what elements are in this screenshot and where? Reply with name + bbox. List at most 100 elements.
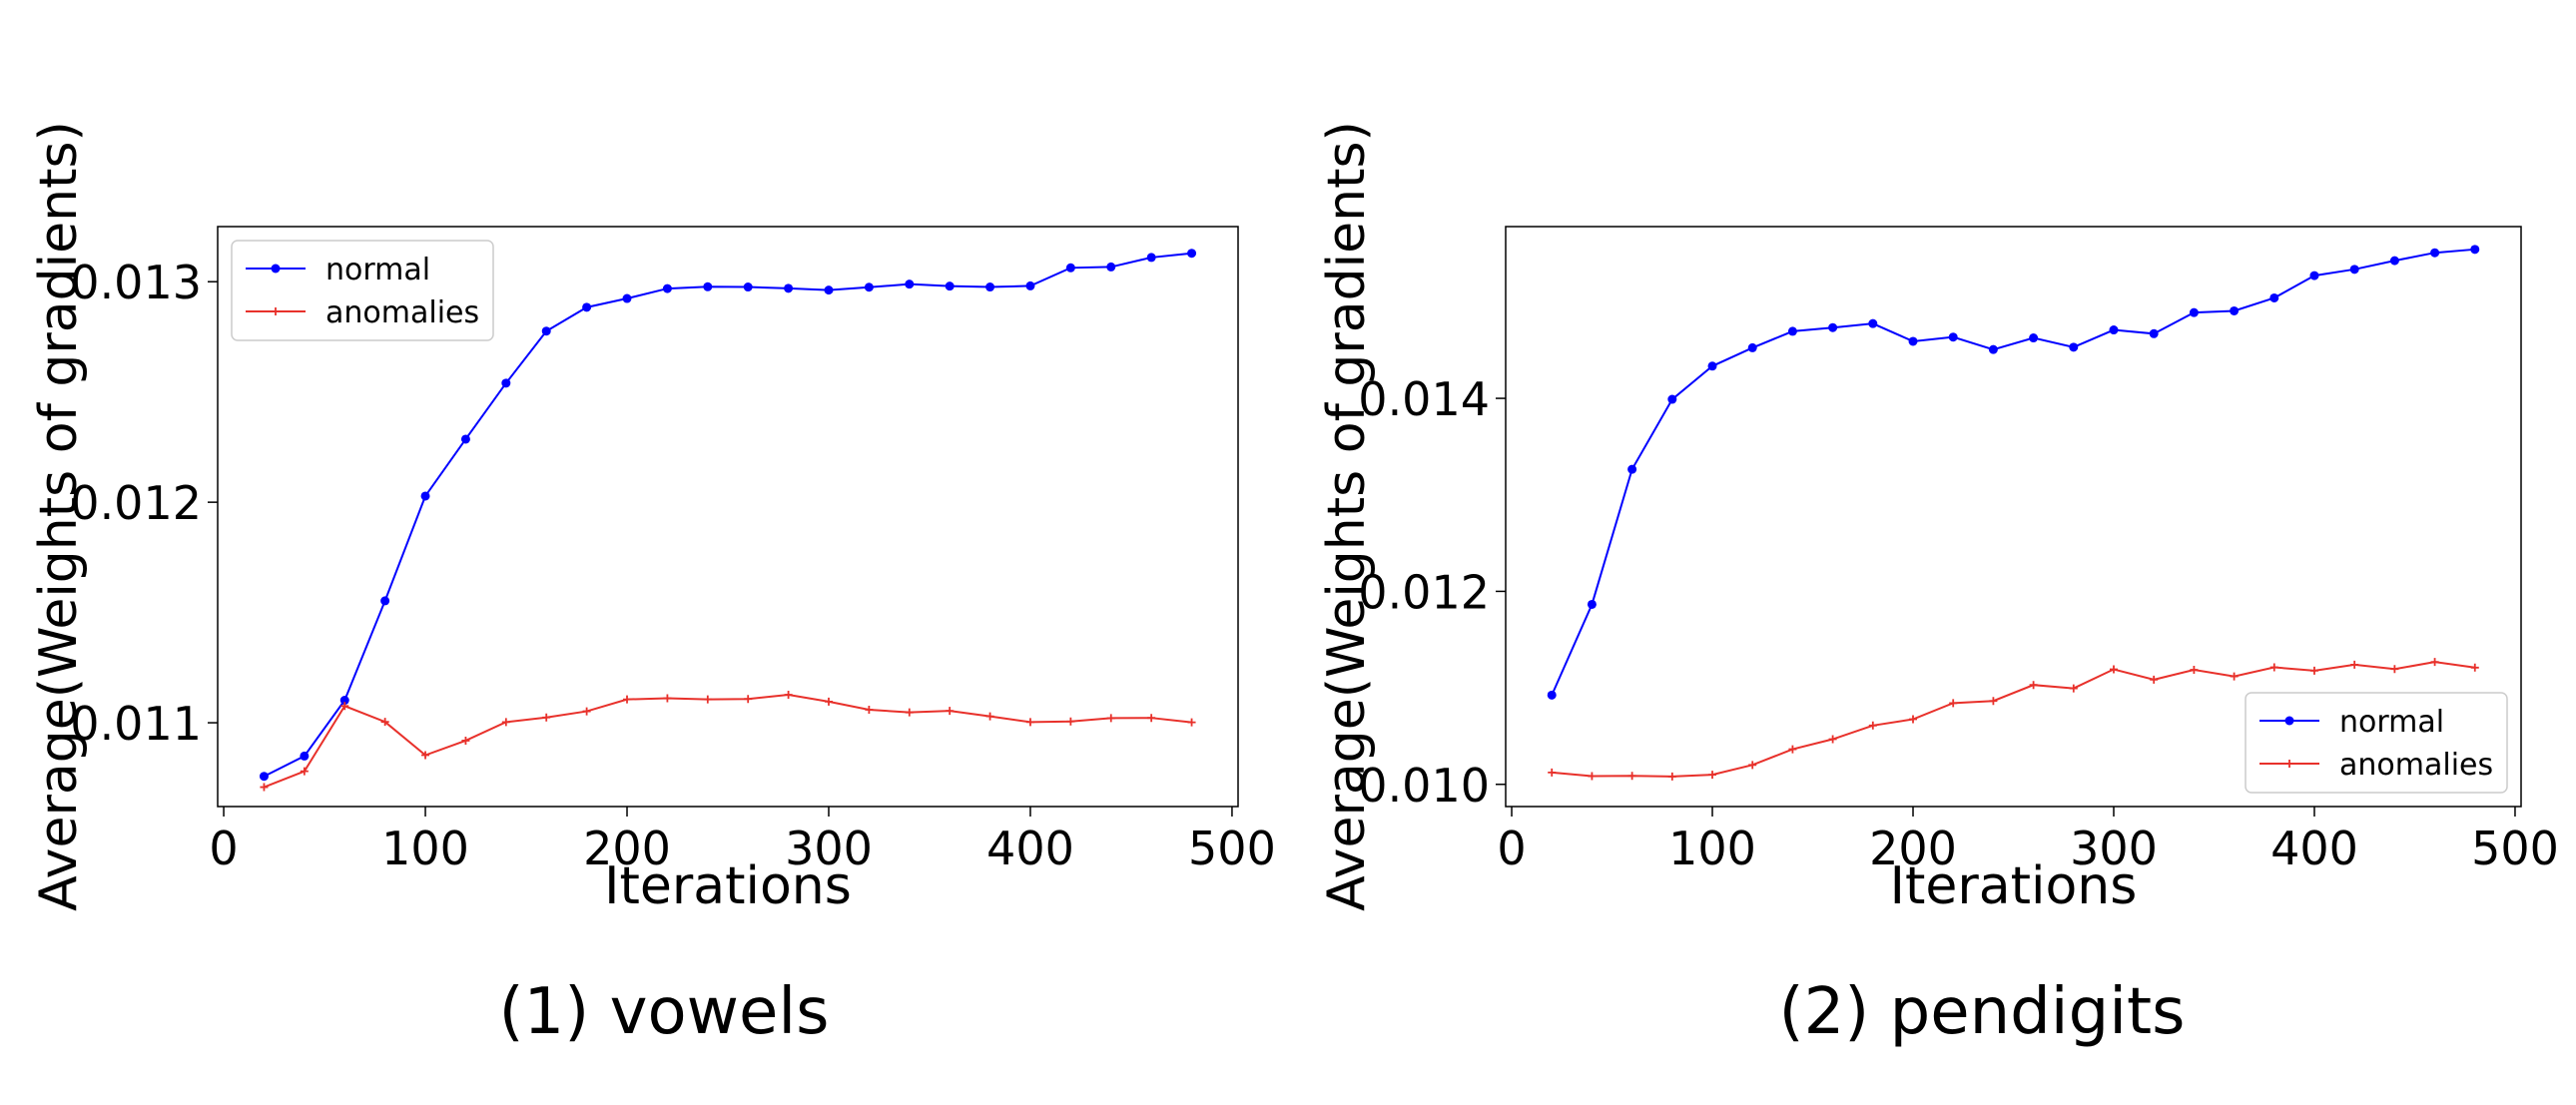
data-point bbox=[300, 751, 310, 761]
data-point bbox=[1989, 697, 1998, 706]
y-tick-label: 0.013 bbox=[70, 256, 202, 309]
data-point bbox=[2309, 666, 2318, 675]
data-point bbox=[864, 282, 874, 292]
data-point bbox=[259, 772, 269, 782]
data-point bbox=[1707, 361, 1717, 371]
x-tick-label: 0 bbox=[1497, 822, 1526, 875]
x-tick-label: 0 bbox=[209, 822, 238, 875]
data-point bbox=[542, 713, 551, 722]
data-point bbox=[1909, 715, 1918, 724]
series-normal bbox=[1547, 245, 2480, 700]
x-tick-label: 500 bbox=[1188, 822, 1276, 875]
data-point bbox=[784, 690, 793, 699]
series-line-normal bbox=[264, 252, 1192, 778]
data-point bbox=[2109, 325, 2119, 335]
data-point bbox=[2269, 663, 2278, 672]
y-tick-label: 0.014 bbox=[1358, 372, 1490, 426]
data-point bbox=[663, 694, 672, 703]
data-point bbox=[501, 378, 511, 388]
legend-label-anomalies: anomalies bbox=[325, 295, 479, 330]
series-line-normal bbox=[1551, 248, 2475, 696]
y-tick-label: 0.011 bbox=[70, 697, 202, 751]
y-axis-label: Average(Weights of gradients) bbox=[29, 121, 89, 911]
data-point bbox=[1667, 394, 1677, 404]
data-point bbox=[380, 596, 390, 606]
data-point bbox=[1627, 772, 1636, 781]
y-axis-label: Average(Weights of gradients) bbox=[1317, 121, 1377, 911]
data-point bbox=[2069, 684, 2078, 693]
legend-label-anomalies: anomalies bbox=[2339, 748, 2493, 783]
data-point bbox=[1147, 714, 1156, 723]
data-point bbox=[1788, 745, 1797, 754]
chart-caption: (1) vowels bbox=[499, 975, 830, 1049]
data-point bbox=[905, 279, 915, 289]
data-point bbox=[2029, 333, 2039, 343]
data-point bbox=[501, 718, 510, 727]
data-point bbox=[460, 434, 470, 444]
data-point bbox=[2430, 248, 2440, 258]
data-point bbox=[945, 281, 955, 291]
legend-label-normal: normal bbox=[2339, 705, 2444, 740]
legend-marker bbox=[271, 264, 281, 274]
data-point bbox=[260, 783, 269, 792]
data-point bbox=[2230, 672, 2239, 681]
x-tick-label: 200 bbox=[583, 822, 671, 875]
data-point bbox=[1667, 772, 1676, 781]
data-point bbox=[1106, 714, 1115, 723]
x-tick-label: 200 bbox=[1869, 822, 1957, 875]
data-point bbox=[744, 695, 753, 704]
data-point bbox=[2269, 292, 2279, 302]
data-point bbox=[2350, 660, 2359, 669]
plot-frame bbox=[217, 226, 1239, 808]
data-point bbox=[2349, 265, 2359, 275]
data-point bbox=[420, 491, 430, 501]
data-point bbox=[2069, 342, 2079, 352]
data-point bbox=[784, 283, 794, 293]
data-point bbox=[582, 707, 591, 716]
data-point bbox=[1548, 768, 1557, 777]
y-tick-label: 0.010 bbox=[1358, 759, 1490, 813]
data-point bbox=[2189, 307, 2199, 317]
data-point bbox=[1547, 690, 1557, 700]
data-point bbox=[1828, 735, 1837, 744]
legend-marker bbox=[2284, 716, 2294, 726]
chart-1: 0 100 200 300 400 500 0.011 0.012 0.013 Iteration… bbox=[29, 121, 1276, 1049]
x-axis-label: Iterations bbox=[1890, 856, 2138, 916]
series-line-anomalies bbox=[264, 693, 1192, 789]
y-tick-label: 0.012 bbox=[1358, 565, 1490, 619]
legend-box bbox=[2245, 692, 2508, 794]
data-point bbox=[2150, 675, 2159, 684]
data-point bbox=[2230, 305, 2240, 315]
data-point bbox=[743, 282, 753, 292]
data-point bbox=[985, 282, 995, 292]
data-point bbox=[1868, 721, 1877, 730]
data-point bbox=[1187, 718, 1196, 727]
data-point bbox=[1627, 464, 1637, 474]
x-tick-label: 100 bbox=[1668, 822, 1756, 875]
data-point bbox=[662, 283, 672, 293]
data-point bbox=[1787, 326, 1797, 336]
series-line-anomalies bbox=[1552, 661, 2475, 778]
data-point bbox=[2390, 665, 2399, 674]
data-point bbox=[1106, 262, 1116, 272]
data-point bbox=[1948, 332, 1958, 342]
data-point bbox=[340, 702, 349, 711]
series-anomalies bbox=[1548, 658, 2479, 781]
data-point bbox=[1025, 280, 1035, 290]
data-point bbox=[421, 751, 430, 760]
data-point bbox=[1025, 718, 1034, 727]
data-point bbox=[1908, 336, 1918, 346]
data-point bbox=[1066, 717, 1075, 726]
data-point bbox=[339, 696, 349, 706]
data-point bbox=[1065, 263, 1075, 273]
legend: normal anomalies bbox=[231, 240, 494, 341]
series-anomalies bbox=[260, 690, 1196, 792]
x-tick-label: 100 bbox=[381, 822, 469, 875]
data-point bbox=[1587, 599, 1597, 609]
data-point bbox=[461, 736, 470, 745]
data-point bbox=[946, 707, 955, 716]
data-point bbox=[1988, 344, 1998, 354]
data-point bbox=[2470, 245, 2480, 255]
series-normal bbox=[259, 249, 1197, 782]
